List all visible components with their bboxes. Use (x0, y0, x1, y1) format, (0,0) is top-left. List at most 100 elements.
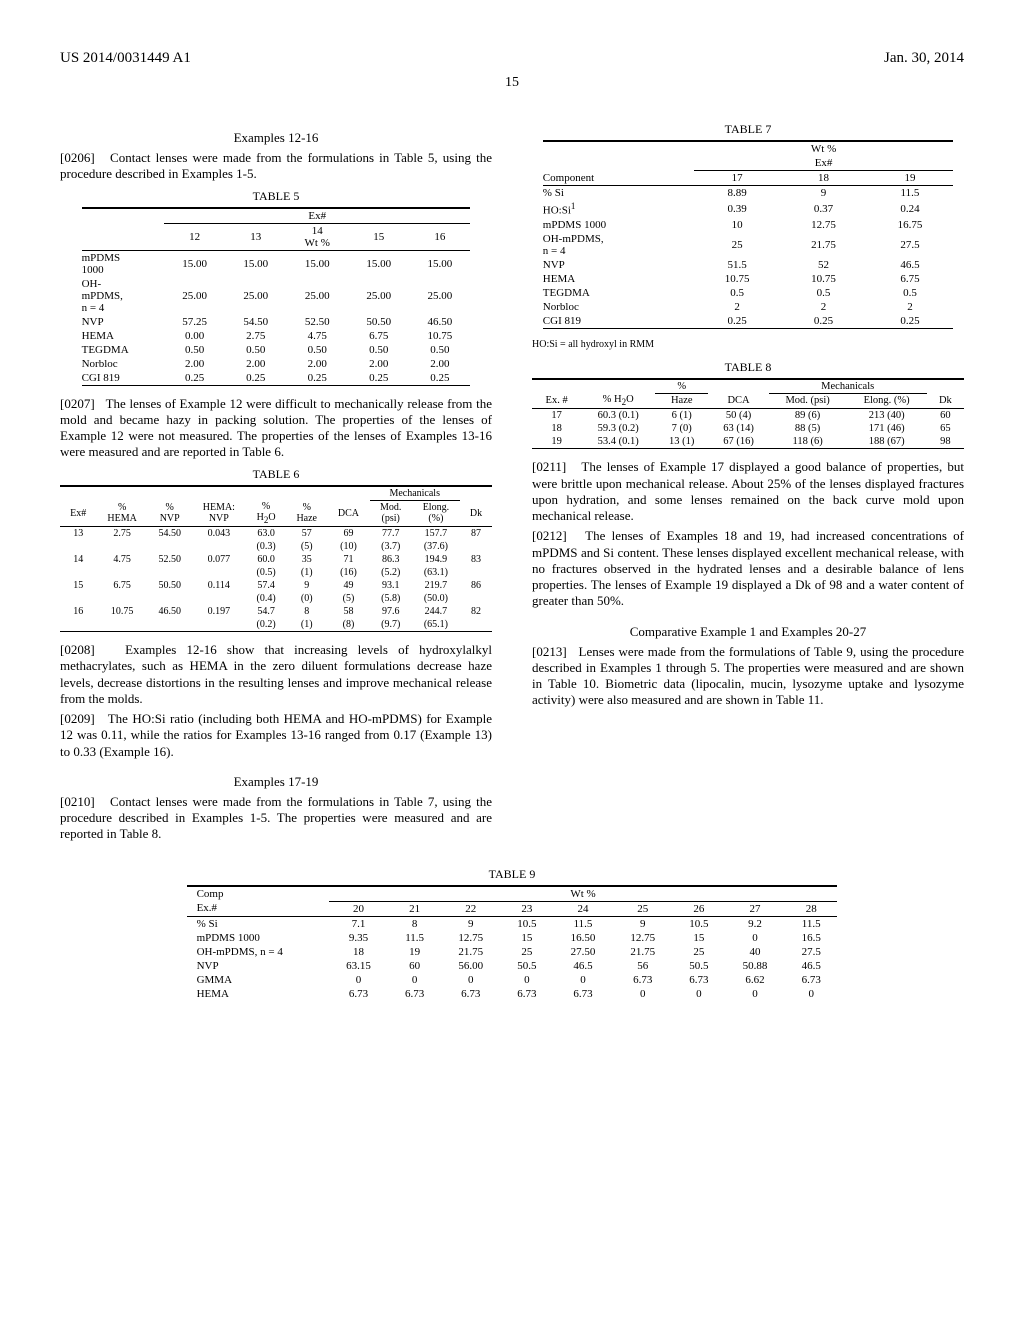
col-header: 26 (673, 901, 725, 916)
row-label: OH-mPDMS,n = 4 (543, 232, 694, 258)
cell-std (60, 592, 96, 605)
table-caption: TABLE 8 (532, 360, 964, 378)
cell: 10.5 (673, 916, 725, 931)
col-header: %NVP (148, 500, 192, 527)
cell: 16 (60, 605, 96, 618)
cell-std: (1) (286, 618, 327, 632)
cell: 15.00 (286, 250, 348, 277)
cell: 0.37 (780, 200, 866, 218)
super-header2: Ex# (694, 156, 953, 171)
cell: 98 (927, 435, 964, 449)
cell: 4.75 (96, 553, 148, 566)
cell-std (96, 566, 148, 579)
col-header: Dk (460, 500, 492, 527)
patent-number: US 2014/0031449 A1 (60, 50, 191, 67)
cell: 6.75 (348, 329, 409, 343)
cell: 6.73 (785, 973, 838, 987)
row-label: CGI 819 (82, 371, 165, 386)
cell: 86 (460, 579, 492, 592)
cell: 25.00 (164, 277, 225, 315)
para-num: [0208] (60, 642, 95, 657)
row-label: HEMA (187, 987, 329, 1001)
table-caption: TABLE 9 (187, 867, 838, 885)
cell-std: (50.0) (412, 592, 460, 605)
cell: 219.7 (412, 579, 460, 592)
cell-std: (8) (327, 618, 369, 632)
cell: 6 (1) (655, 409, 708, 423)
cell-std (60, 540, 96, 553)
cell: 15.00 (348, 250, 409, 277)
cell: 0 (388, 973, 440, 987)
col-header: 24 (553, 901, 613, 916)
row-label: CGI 819 (543, 314, 694, 329)
row-label: NVP (543, 258, 694, 272)
cell: 27.5 (867, 232, 953, 258)
cell: 11.5 (867, 186, 953, 201)
cell-std: (0.4) (246, 592, 286, 605)
cell: 77.7 (370, 527, 412, 541)
cell: 11.5 (785, 916, 838, 931)
cell: 0 (441, 973, 501, 987)
cell: 63 (14) (708, 422, 768, 435)
cell: 35 (286, 553, 327, 566)
cell: 6.62 (725, 973, 785, 987)
col-header: Haze (655, 393, 708, 409)
cell-std: (5.2) (370, 566, 412, 579)
cell: 2.00 (164, 357, 225, 371)
para-0206: [0206] Contact lenses were made from the… (60, 150, 492, 183)
para-text: Lenses were made from the formulations o… (532, 644, 964, 708)
right-column: TABLE 7 Wt % Ex# Component 17 18 19 % Si… (532, 116, 964, 847)
cell: 21.75 (613, 945, 673, 959)
row-label: HEMA (82, 329, 165, 343)
cell-std (96, 540, 148, 553)
cell: 6.75 (867, 272, 953, 286)
para-num: [0207] (60, 396, 95, 411)
cell-std (148, 566, 192, 579)
cell: 213 (40) (847, 409, 927, 423)
row-label: % Si (543, 186, 694, 201)
row-label: HO:Si1 (543, 200, 694, 218)
cell: 60.3 (0.1) (581, 409, 655, 423)
cell: 52 (780, 258, 866, 272)
table-caption: TABLE 5 (82, 189, 471, 207)
page-header: US 2014/0031449 A1 Jan. 30, 2014 (60, 50, 964, 67)
cell: 8.89 (694, 186, 780, 201)
mech-header: Mechanicals (370, 486, 460, 501)
cell: 0.25 (780, 314, 866, 329)
cell: 2.00 (286, 357, 348, 371)
cell-std (192, 540, 247, 553)
cell: 0 (553, 973, 613, 987)
cell: 0.25 (409, 371, 470, 386)
cell: 118 (6) (769, 435, 847, 449)
row-label: % Si (187, 916, 329, 931)
cell: 0.25 (286, 371, 348, 386)
mech-header: Mechanicals (769, 379, 927, 394)
cell: 9 (613, 916, 673, 931)
col-header: %Haze (286, 500, 327, 527)
cell: 6.73 (388, 987, 440, 1001)
cell: 6.73 (673, 973, 725, 987)
cell: 50.50 (148, 579, 192, 592)
cell: 54.50 (225, 315, 286, 329)
row-label: GMMA (187, 973, 329, 987)
cell: 0.50 (286, 343, 348, 357)
cell: 50.88 (725, 959, 785, 973)
para-0212: [0212] The lenses of Examples 18 and 19,… (532, 528, 964, 609)
table-5: TABLE 5 Ex# 12 13 14Wt % 15 16 mPDMS1000… (82, 189, 471, 386)
cell-std (60, 566, 96, 579)
cell: 50.50 (348, 315, 409, 329)
cell: 58 (327, 605, 369, 618)
cell: 65 (927, 422, 964, 435)
cell: 194.9 (412, 553, 460, 566)
cell: 2 (780, 300, 866, 314)
cell: 11.5 (388, 931, 440, 945)
col-header: 17 (694, 171, 780, 186)
cell: 0.50 (225, 343, 286, 357)
cell: 12.75 (441, 931, 501, 945)
cell: 2 (694, 300, 780, 314)
cell: 10 (694, 218, 780, 232)
table-9: TABLE 9 Comp Wt % Ex.# 20 21 22 23 24 25… (187, 867, 838, 1001)
cell: 0 (673, 987, 725, 1001)
cell: 9 (441, 916, 501, 931)
col-header: Ex. # (532, 393, 581, 409)
